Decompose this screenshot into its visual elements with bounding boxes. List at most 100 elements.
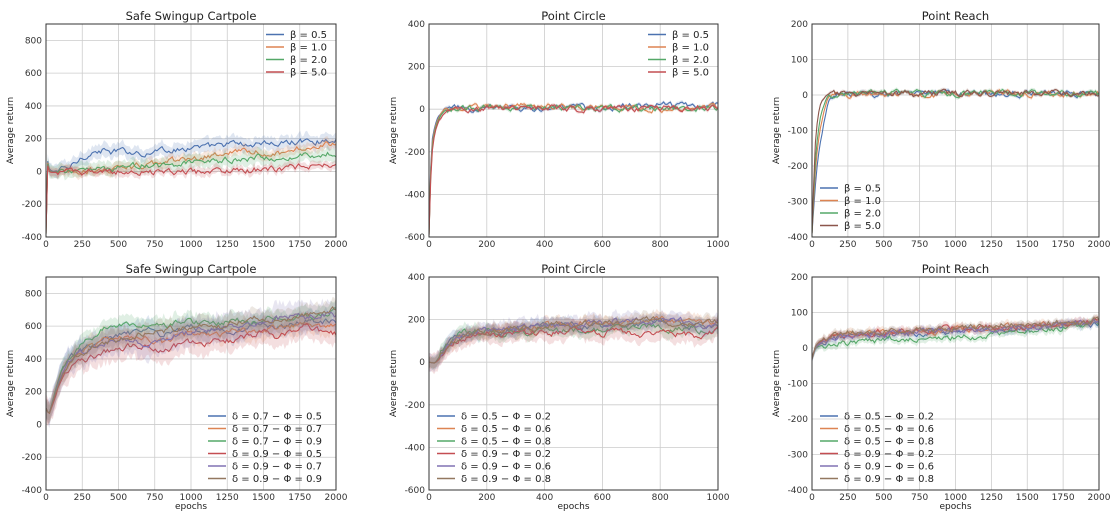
chart-title: Point Reach — [922, 262, 989, 276]
plot-frame — [811, 276, 1100, 491]
series-band — [46, 306, 336, 426]
x-tick-label: 1000 — [944, 240, 967, 250]
y-tick-label: -300 — [788, 451, 809, 461]
y-tick-label: 0 — [802, 91, 808, 101]
x-tick-label: 800 — [652, 493, 669, 503]
y-tick-label: -400 — [405, 443, 426, 453]
x-axis-label: epochs — [557, 502, 589, 512]
x-tick-label: 200 — [478, 240, 495, 250]
legend-entry: β = 5.0 — [844, 221, 881, 232]
series-line — [429, 101, 718, 235]
series-group — [812, 87, 1099, 236]
y-tick-label: -400 — [788, 233, 809, 243]
y-tick-label: -200 — [22, 200, 43, 210]
legend-entry: δ = 0.9 − Φ = 0.6 — [844, 462, 934, 473]
x-axis-label: epochs — [939, 502, 971, 512]
legend-entry: δ = 0.9 − Φ = 0.8 — [844, 474, 934, 485]
legend-entry: δ = 0.7 − Φ = 0.9 — [232, 437, 322, 448]
series-line — [429, 316, 718, 364]
chart-panel-2: 0 200 400 600 800 1000 -600 -400 -200 0 200 400 Poin… — [389, 9, 730, 250]
y-tick-label: -400 — [788, 486, 809, 496]
y-axis-label: Average return — [772, 97, 782, 164]
plot-frame — [428, 23, 719, 238]
series-group — [46, 130, 336, 237]
y-tick-label: 600 — [25, 69, 42, 79]
x-tick-label: 2000 — [325, 240, 348, 250]
x-tick-label: 750 — [146, 240, 163, 250]
series-band — [46, 144, 336, 237]
y-tick-label: 800 — [25, 36, 42, 46]
y-tick-label: 200 — [791, 20, 808, 30]
plot-frame — [428, 276, 719, 491]
series-line — [812, 88, 1099, 234]
y-tick-label: -600 — [405, 486, 426, 496]
y-tick-label: -100 — [788, 380, 809, 390]
series-group — [46, 296, 336, 429]
series-band — [429, 309, 718, 371]
x-tick-label: 2000 — [1088, 493, 1111, 503]
series-line — [812, 316, 1099, 359]
series-band — [812, 316, 1099, 362]
x-axis-label: epochs — [175, 502, 207, 512]
y-axis-label: Average return — [6, 350, 16, 417]
legend: β = 0.5 β = 1.0β = 2.0 β = 5.0 — [648, 30, 709, 79]
y-tick-label: -400 — [405, 190, 426, 200]
chart-panel-5: 0 200 400 600 800 1000 -600 -400 -200 0 200 400 Poin… — [389, 262, 730, 512]
x-tick-label: 250 — [839, 493, 856, 503]
x-tick-label: 0 — [809, 493, 815, 503]
legend-entry: δ = 0.5 − Φ = 0.8 — [844, 437, 934, 448]
series-line — [429, 104, 718, 235]
y-tick-label: 0 — [802, 344, 808, 354]
y-tick-label: -200 — [405, 401, 426, 411]
series-line — [46, 307, 336, 414]
plot-area — [429, 24, 718, 237]
legend-entry: β = 5.0 — [672, 68, 709, 79]
chart-title: Point Circle — [541, 262, 606, 276]
x-tick-label: 1000 — [944, 493, 967, 503]
x-tick-label: 2000 — [325, 493, 348, 503]
x-tick-label: 1500 — [1016, 240, 1039, 250]
series-band — [46, 298, 336, 429]
series-line — [812, 318, 1099, 359]
x-tick-label: 400 — [536, 493, 553, 503]
legend-entry: β = 1.0 — [844, 196, 881, 207]
y-tick-label: -400 — [22, 486, 43, 496]
legend-entry: δ = 0.5 − Φ = 0.6 — [844, 424, 934, 435]
legend: δ = 0.7 − Φ = 0.5δ = 0.7 − Φ = 0.7 δ = 0.… — [208, 412, 322, 485]
x-tick-label: 1250 — [216, 240, 239, 250]
legend-entry: δ = 0.9 − Φ = 0.2 — [461, 449, 551, 460]
y-tick-label: 0 — [36, 420, 42, 430]
legend-entry: δ = 0.5 − Φ = 0.6 — [461, 424, 551, 435]
legend: δ = 0.5 − Φ = 0.2δ = 0.5 − Φ = 0.6 δ = 0.… — [437, 412, 551, 485]
series-line — [46, 322, 336, 415]
x-tick-label: 0 — [426, 493, 432, 503]
x-tick-label: 500 — [875, 240, 892, 250]
x-tick-label: 1000 — [180, 493, 203, 503]
legend-entry: δ = 0.9 − Φ = 0.6 — [461, 462, 551, 473]
x-tick-label: 1500 — [1016, 493, 1039, 503]
y-axis-label: Average return — [389, 350, 399, 417]
series-line — [812, 88, 1099, 234]
y-tick-label: -200 — [22, 453, 43, 463]
series-band — [46, 299, 336, 421]
x-tick-label: 250 — [74, 240, 91, 250]
x-tick-label: 750 — [146, 493, 163, 503]
legend-entry: β = 0.5 — [844, 184, 881, 195]
y-tick-label: 800 — [25, 289, 42, 299]
y-axis-label: Average return — [772, 350, 782, 417]
chart-panel-1: 0 250 500 750 1000 1250 1500 1750 2000 -400 -200 0 2… — [6, 9, 348, 250]
x-tick-label: 1750 — [1052, 240, 1075, 250]
legend-entry: δ = 0.9 − Φ = 0.2 — [844, 449, 934, 460]
series-line — [429, 315, 718, 364]
series-band — [46, 310, 336, 427]
series-band — [429, 316, 718, 375]
legend-entry: β = 1.0 — [290, 43, 327, 54]
y-tick-label: 200 — [408, 316, 425, 326]
legend-entry: δ = 0.5 − Φ = 0.2 — [844, 412, 934, 423]
chart-panel-4: 0 250 500 750 1000 1250 1500 1750 2000 -400 -200 0 2… — [6, 262, 348, 512]
legend-entry: δ = 0.9 − Φ = 0.8 — [461, 474, 551, 485]
series-line — [46, 151, 336, 234]
series-line — [46, 137, 336, 234]
x-tick-label: 0 — [43, 493, 49, 503]
x-tick-label: 1500 — [252, 493, 275, 503]
